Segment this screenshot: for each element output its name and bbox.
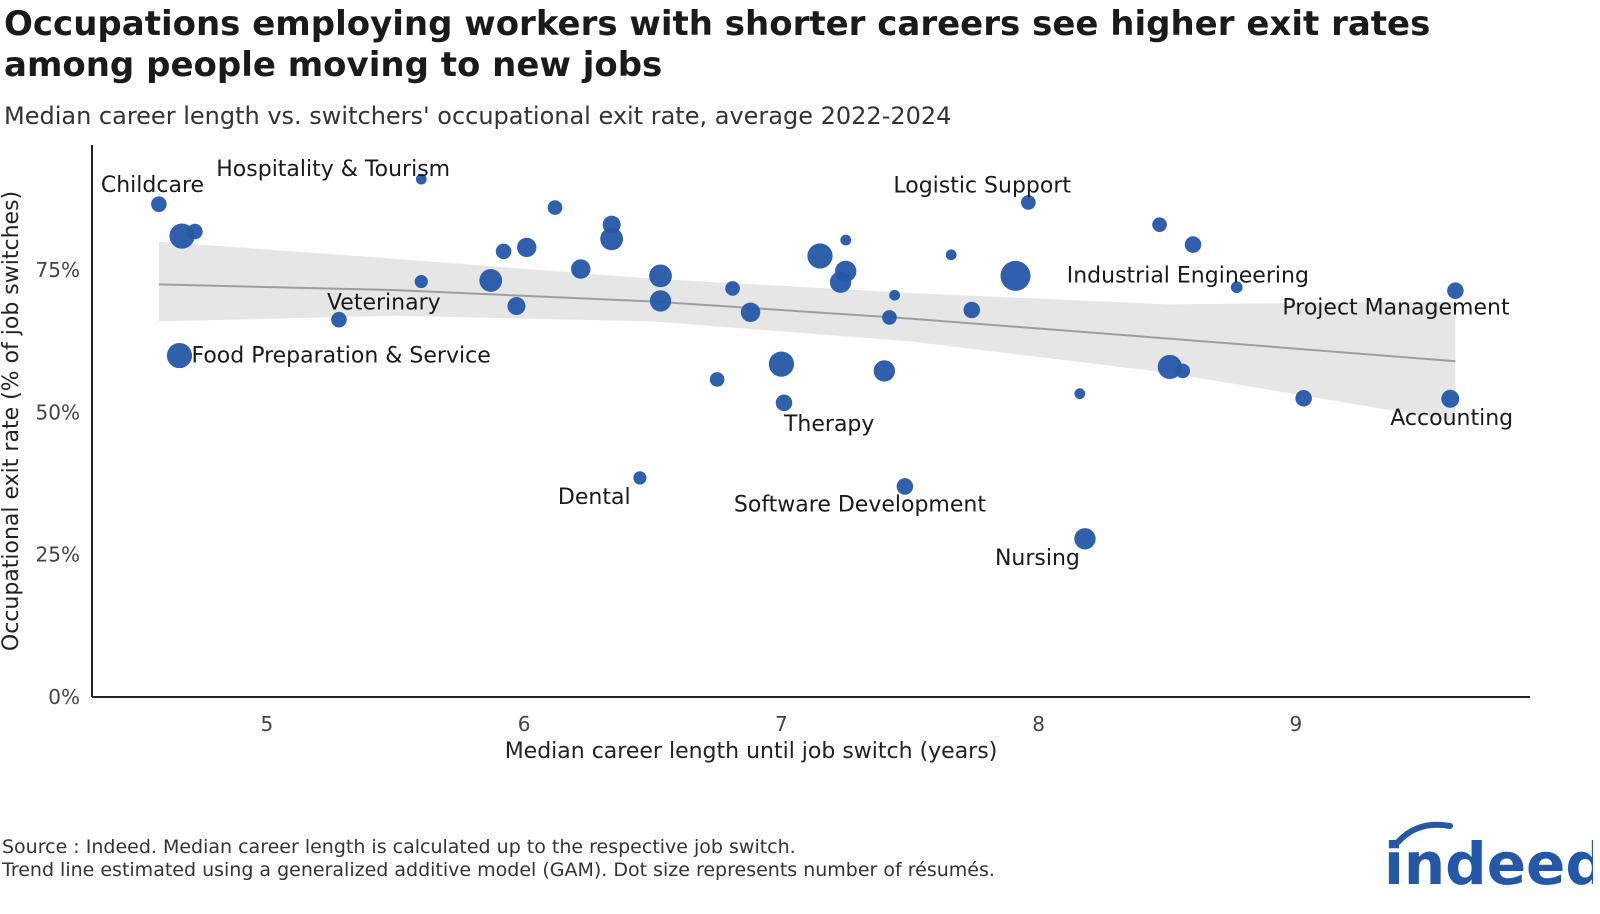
data-point [882, 310, 897, 325]
data-point [963, 301, 981, 319]
point-label: Therapy [783, 412, 874, 437]
data-point [709, 372, 725, 387]
point-label: Industrial Engineering [1067, 263, 1309, 288]
method-note: Trend line estimated using a generalized… [2, 859, 995, 881]
point-label: Food Preparation & Service [191, 344, 490, 369]
data-point [1000, 260, 1031, 291]
data-point [835, 260, 857, 283]
x-tick-label: 5 [261, 712, 274, 736]
y-tick-label: 50% [36, 400, 80, 424]
data-point [1021, 195, 1036, 210]
data-point [889, 289, 901, 301]
data-point [1447, 282, 1464, 299]
data-point [1175, 363, 1191, 379]
data-point [331, 311, 347, 328]
data-point [1295, 389, 1312, 407]
chart-subtitle: Median career length vs. switchers' occu… [4, 102, 952, 130]
data-point [1184, 236, 1202, 253]
point-label: Nursing [995, 546, 1080, 571]
point-label: Veterinary [327, 291, 441, 316]
data-point [187, 223, 203, 240]
point-label: Hospitality & Tourism [216, 157, 450, 182]
data-point [633, 471, 647, 485]
data-point [495, 243, 512, 260]
data-point [1230, 281, 1243, 294]
data-point [415, 173, 427, 185]
x-tick-label: 7 [775, 712, 788, 736]
source-note: Source : Indeed. Median career length is… [2, 836, 796, 858]
data-point [547, 200, 563, 215]
data-point [1441, 389, 1460, 408]
trend-line [158, 283, 1456, 363]
data-point [166, 342, 193, 369]
chart-title: Occupations employing workers with short… [4, 4, 1431, 85]
point-label: Childcare [101, 173, 204, 198]
data-point [414, 274, 428, 289]
x-tick-label: 8 [1032, 712, 1045, 736]
point-labels-layer: Childcare Food Preparation & Service Veter… [101, 157, 1513, 571]
x-tick-label: 6 [518, 712, 531, 736]
data-point [768, 351, 795, 377]
data-point [571, 259, 591, 279]
x-axis-title: Median career length until job switch (y… [505, 739, 998, 764]
y-tick-label: 75% [36, 258, 80, 282]
logo-wordmark: indeed [1384, 830, 1593, 894]
point-label: Logistic Support [893, 173, 1071, 198]
point-label: Accounting [1390, 406, 1513, 431]
data-point [945, 249, 957, 261]
indeed-logo[interactable]: indeed [1378, 812, 1593, 894]
data-point [507, 297, 526, 316]
y-axis-title: Occupational exit rate (% of job switche… [0, 191, 24, 651]
footer: Source : Indeed. Median career length is… [2, 836, 995, 882]
data-point [725, 281, 740, 296]
data-point [649, 290, 672, 312]
data-point [600, 227, 624, 251]
data-point [896, 478, 914, 495]
data-point [807, 243, 833, 269]
data-point [740, 302, 761, 323]
x-tick-label: 9 [1290, 712, 1303, 736]
data-point [649, 264, 672, 288]
data-point [517, 237, 537, 258]
logo-swoosh [1395, 821, 1453, 845]
trend-line-layer [158, 283, 1456, 363]
data-point [873, 360, 895, 382]
data-point [1152, 217, 1167, 232]
data-point [479, 269, 503, 292]
data-point [151, 196, 167, 212]
point-label: Software Development [734, 492, 986, 517]
data-points-layer [151, 173, 1464, 550]
y-tick-label: 25% [36, 543, 80, 567]
y-tick-label: 0% [48, 685, 80, 709]
data-point [1074, 528, 1096, 550]
data-point [840, 234, 852, 246]
point-label: Project Management [1282, 296, 1510, 321]
point-label: Dental [558, 485, 631, 510]
data-point [775, 394, 793, 412]
axes-layer: 5 6 7 8 9 0% 25% 50% 75% Median career length unt… [0, 145, 1530, 764]
data-point [1074, 388, 1086, 400]
